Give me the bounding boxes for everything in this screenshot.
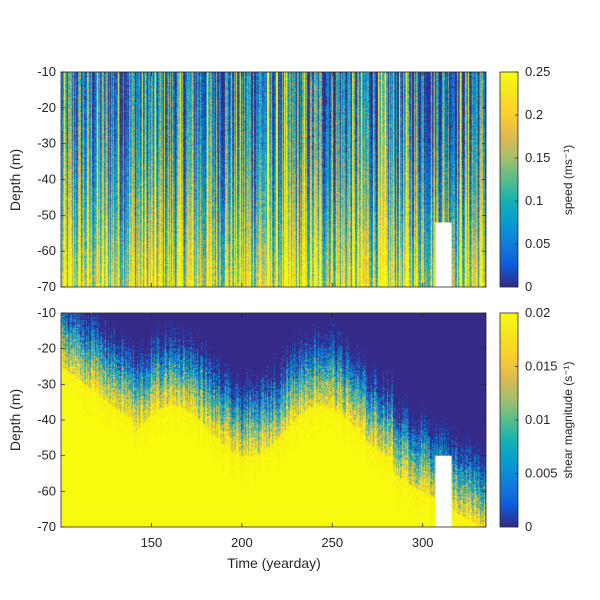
speed-x-ticks (151, 72, 424, 287)
colorbar-tick-label: 0 (525, 279, 532, 294)
shear-colorbar-label: shear magnitude (s⁻¹) (561, 361, 575, 478)
y-tick-label: -70 (37, 519, 56, 534)
speed-panel: -10 -20 -30 -40 -50 -60 -70 Depth (m) 0 0.05 0.1… (7, 64, 575, 294)
x-tick-label: 200 (231, 535, 253, 550)
colorbar-tick-label: 0.005 (525, 466, 558, 481)
shear-y-axis-label: Depth (m) (7, 389, 23, 451)
colorbar-tick-label: 0.2 (525, 107, 543, 122)
y-tick-label: -70 (37, 279, 56, 294)
speed-y-ticks: -10 -20 -30 -40 -50 -60 -70 (37, 64, 486, 294)
speed-heatmap (61, 72, 486, 287)
speed-colorbar (500, 72, 518, 287)
y-tick-label: -50 (37, 448, 56, 463)
shear-data-gap (435, 455, 452, 527)
y-tick-label: -20 (37, 100, 56, 115)
colorbar-tick-label: 0.015 (525, 359, 558, 374)
shear-colorbar (500, 313, 518, 527)
y-tick-label: -30 (37, 136, 56, 151)
shear-heatmap (61, 313, 486, 527)
colorbar-tick-label: 0.25 (525, 64, 550, 79)
y-tick-label: -60 (37, 483, 56, 498)
y-tick-label: -40 (37, 412, 56, 427)
speed-data-gap (435, 222, 452, 287)
x-tick-label: 250 (321, 535, 343, 550)
y-tick-label: -10 (37, 305, 56, 320)
x-tick-label: 300 (412, 535, 434, 550)
colorbar-tick-label: 0 (525, 519, 532, 534)
y-tick-label: -20 (37, 341, 56, 356)
y-tick-label: -40 (37, 172, 56, 187)
shear-panel: -10 -20 -30 -40 -50 -60 -70 150 200 250 300 Depth… (7, 305, 575, 571)
speed-colorbar-label: speed (ms⁻¹) (561, 145, 575, 215)
speed-colorbar-ticks: 0 0.05 0.1 0.15 0.2 0.25 (515, 64, 550, 294)
x-tick-label: 150 (141, 535, 163, 550)
colorbar-tick-label: 0.1 (525, 193, 543, 208)
y-tick-label: -30 (37, 376, 56, 391)
shear-y-ticks: -10 -20 -30 -40 -50 -60 -70 (37, 305, 486, 534)
shear-x-axis-label: Time (yearday) (227, 555, 321, 571)
colorbar-tick-label: 0.01 (525, 412, 550, 427)
colorbar-tick-label: 0.05 (525, 236, 550, 251)
colorbar-tick-label: 0.02 (525, 305, 550, 320)
y-tick-label: -50 (37, 207, 56, 222)
y-tick-label: -10 (37, 64, 56, 79)
speed-y-axis-label: Depth (m) (7, 149, 23, 211)
y-tick-label: -60 (37, 243, 56, 258)
colorbar-tick-label: 0.15 (525, 150, 550, 165)
shear-x-ticks: 150 200 250 300 (141, 313, 434, 550)
shear-colorbar-ticks: 0 0.005 0.01 0.015 0.02 (515, 305, 558, 534)
